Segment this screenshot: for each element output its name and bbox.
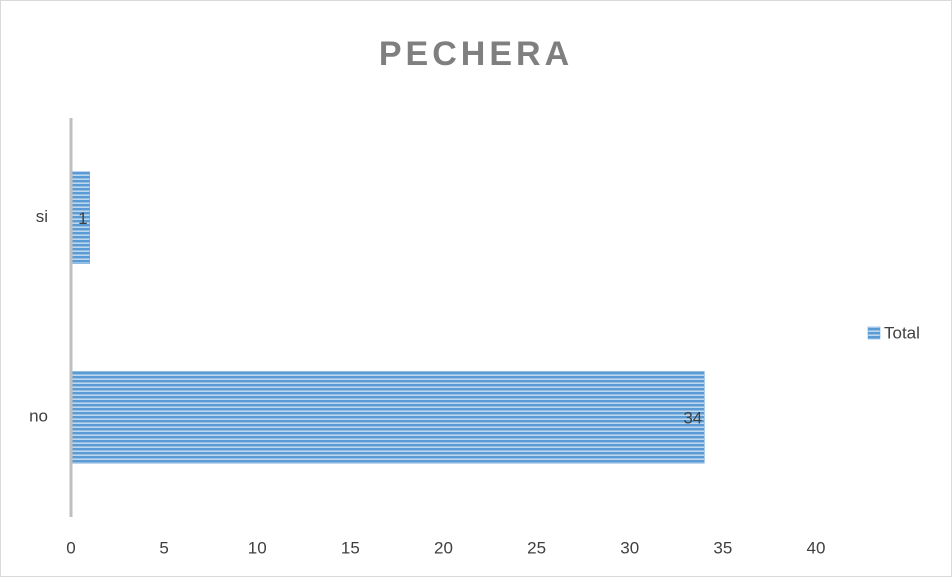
x-tick-label: 25 xyxy=(527,538,546,557)
x-tick-label: 10 xyxy=(248,538,267,557)
x-tick-label: 5 xyxy=(159,538,168,557)
x-tick-label: 30 xyxy=(620,538,639,557)
legend-marker xyxy=(867,326,881,340)
x-tick-label: 40 xyxy=(807,538,826,557)
x-tick-label: 35 xyxy=(713,538,732,557)
data-label: 34 xyxy=(683,409,702,428)
y-tick-label: no xyxy=(29,407,48,426)
y-tick-label: si xyxy=(36,207,48,226)
chart-title: PECHERA xyxy=(379,35,573,73)
x-tick-label: 20 xyxy=(434,538,453,557)
x-tick-label: 0 xyxy=(66,538,75,557)
data-label: 1 xyxy=(78,209,87,228)
bar xyxy=(70,371,705,464)
legend-label: Total xyxy=(884,323,920,342)
x-tick-label: 15 xyxy=(341,538,360,557)
